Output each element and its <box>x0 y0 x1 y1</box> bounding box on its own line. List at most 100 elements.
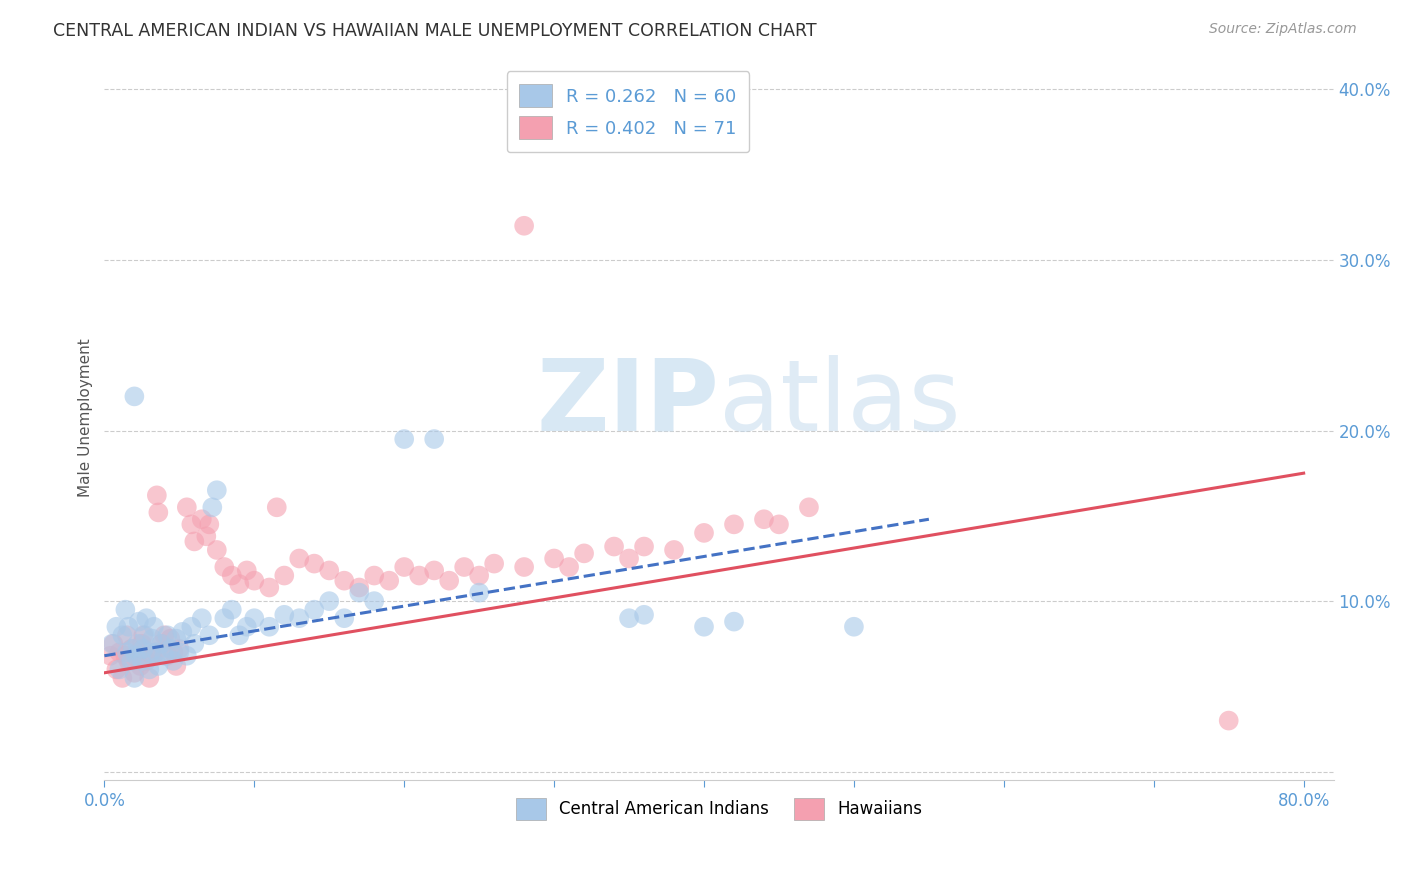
Point <box>139 645 162 659</box>
Point <box>333 574 356 588</box>
Point <box>124 671 146 685</box>
Point <box>101 637 124 651</box>
Point <box>172 624 194 639</box>
Point <box>633 607 655 622</box>
Point <box>408 568 430 582</box>
Point <box>120 654 142 668</box>
Point <box>105 620 128 634</box>
Point <box>468 585 491 599</box>
Point <box>723 615 745 629</box>
Point <box>150 637 173 651</box>
Point <box>198 517 221 532</box>
Point <box>228 628 250 642</box>
Point <box>318 563 340 577</box>
Point <box>165 659 187 673</box>
Point <box>135 654 157 668</box>
Point <box>273 607 295 622</box>
Point <box>558 560 581 574</box>
Point <box>191 611 214 625</box>
Point <box>572 546 595 560</box>
Point <box>141 632 163 646</box>
Point <box>221 568 243 582</box>
Point <box>131 637 153 651</box>
Point <box>124 665 146 680</box>
Point <box>183 637 205 651</box>
Point <box>105 662 128 676</box>
Point <box>723 517 745 532</box>
Point <box>121 641 143 656</box>
Point <box>127 645 149 659</box>
Point <box>159 641 181 656</box>
Point <box>128 615 150 629</box>
Point <box>201 500 224 515</box>
Point <box>1218 714 1240 728</box>
Point <box>195 529 218 543</box>
Point <box>768 517 790 532</box>
Point <box>214 560 236 574</box>
Point <box>662 543 685 558</box>
Point <box>423 563 446 577</box>
Point <box>288 611 311 625</box>
Point <box>153 648 176 663</box>
Point <box>214 611 236 625</box>
Point <box>633 540 655 554</box>
Point <box>162 654 184 668</box>
Point <box>125 648 148 663</box>
Point <box>318 594 340 608</box>
Point <box>513 219 536 233</box>
Point <box>236 620 259 634</box>
Point <box>468 568 491 582</box>
Point <box>221 602 243 616</box>
Point <box>132 628 155 642</box>
Point <box>138 662 160 676</box>
Point <box>115 645 138 659</box>
Point <box>146 645 169 659</box>
Point <box>693 620 716 634</box>
Point <box>513 560 536 574</box>
Point <box>108 662 131 676</box>
Point <box>347 581 370 595</box>
Point <box>243 611 266 625</box>
Point <box>148 659 170 673</box>
Point <box>304 602 326 616</box>
Point <box>111 628 134 642</box>
Point <box>363 568 385 582</box>
Point <box>111 671 134 685</box>
Point <box>482 557 505 571</box>
Point <box>259 581 281 595</box>
Point <box>134 628 156 642</box>
Point <box>156 628 179 642</box>
Point <box>138 671 160 685</box>
Point <box>378 574 401 588</box>
Text: ZIP: ZIP <box>536 355 718 451</box>
Point <box>135 611 157 625</box>
Point <box>198 628 221 642</box>
Point <box>117 654 139 668</box>
Point <box>266 500 288 515</box>
Y-axis label: Male Unemployment: Male Unemployment <box>79 338 93 497</box>
Point <box>142 620 165 634</box>
Legend: Central American Indians, Hawaiians: Central American Indians, Hawaiians <box>509 791 929 826</box>
Point <box>169 645 191 659</box>
Point <box>273 568 295 582</box>
Text: atlas: atlas <box>718 355 960 451</box>
Point <box>392 560 415 574</box>
Point <box>304 557 326 571</box>
Point <box>180 620 202 634</box>
Point <box>117 620 139 634</box>
Point <box>156 648 179 663</box>
Point <box>108 645 131 659</box>
Point <box>115 628 138 642</box>
Point <box>176 648 198 663</box>
Point <box>693 525 716 540</box>
Point <box>183 534 205 549</box>
Point <box>180 517 202 532</box>
Point <box>842 620 865 634</box>
Point <box>333 611 356 625</box>
Point <box>243 574 266 588</box>
Point <box>205 483 228 498</box>
Point <box>159 632 181 646</box>
Point <box>205 543 228 558</box>
Point <box>129 659 152 673</box>
Point <box>114 602 136 616</box>
